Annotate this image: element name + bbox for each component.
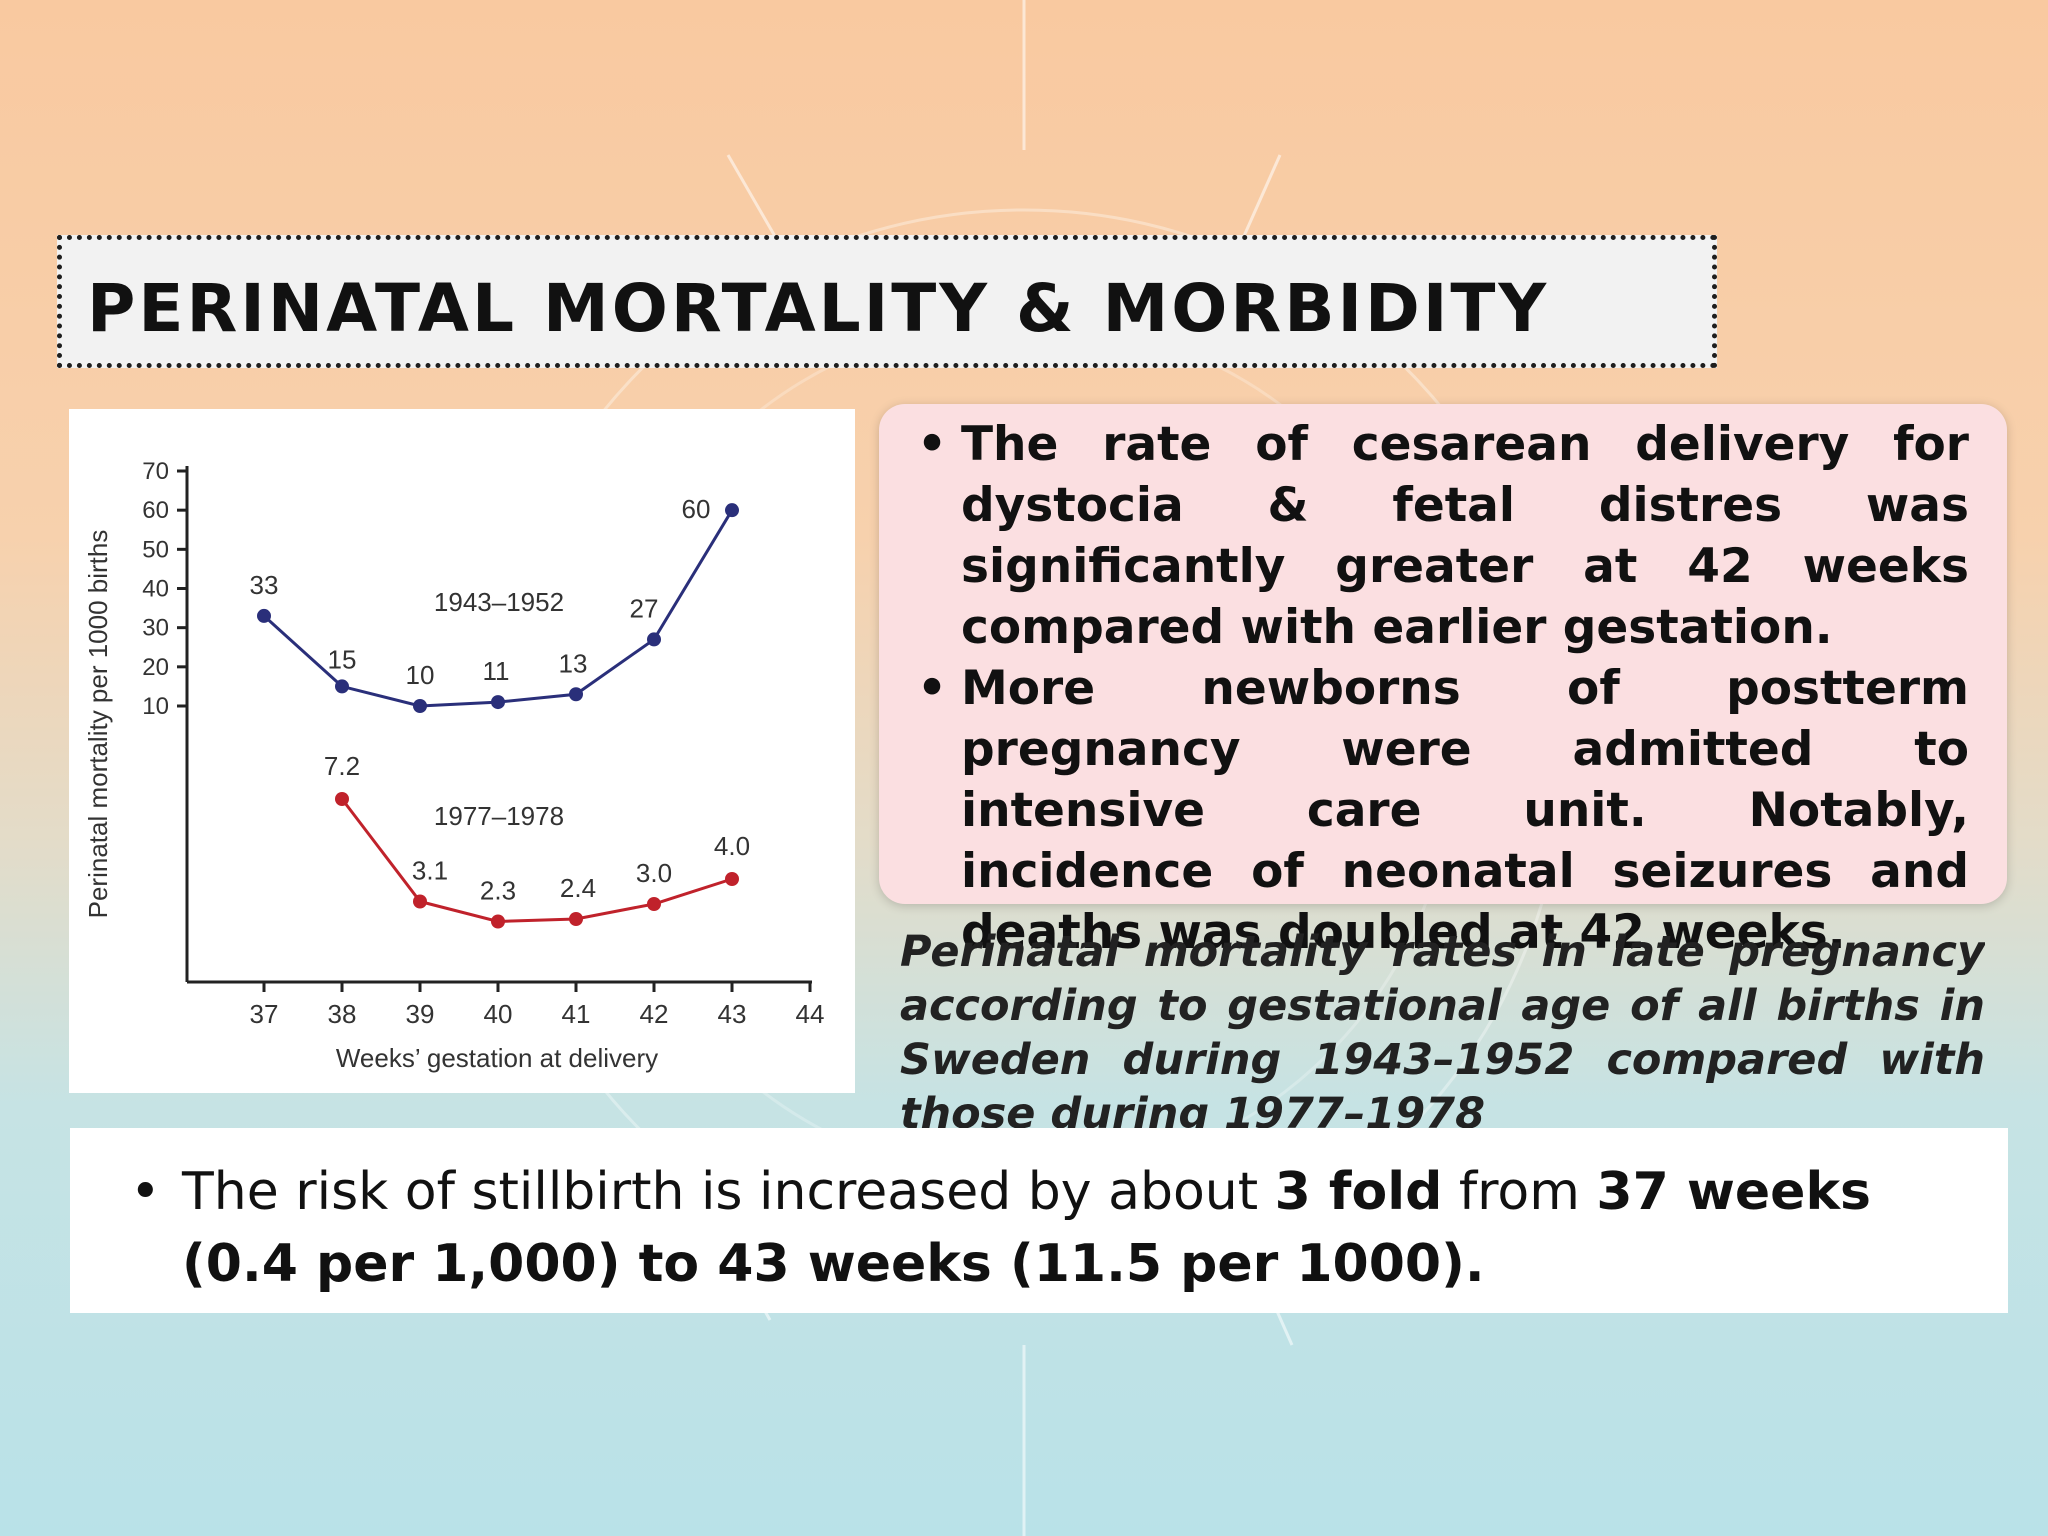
x-tick-label: 37 bbox=[250, 999, 279, 1029]
x-tick-label: 39 bbox=[406, 999, 435, 1029]
data-label: 3.0 bbox=[636, 858, 672, 888]
y-tick-label: 30 bbox=[142, 615, 169, 642]
perinatal-mortality-chart: 10 20 30 40 50 60 70 37 38 39 40 41 42 43 44 Weeks’ ges… bbox=[83, 458, 825, 1073]
segment-from: from bbox=[1442, 1162, 1597, 1222]
data-point bbox=[647, 632, 661, 647]
data-label: 27 bbox=[630, 593, 659, 623]
y-tick-label: 70 bbox=[142, 458, 169, 485]
data-point bbox=[413, 894, 427, 909]
data-label: 60 bbox=[682, 494, 711, 524]
data-point bbox=[725, 503, 739, 518]
series-name-label: 1943–1952 bbox=[434, 587, 564, 617]
data-label: 11 bbox=[483, 656, 510, 686]
segment-fold: 3 fold bbox=[1274, 1162, 1443, 1222]
data-point bbox=[335, 792, 349, 806]
finding-text: The rate of cesarean delivery for dystoc… bbox=[961, 417, 1969, 655]
data-point bbox=[413, 699, 427, 713]
data-point bbox=[257, 608, 271, 623]
y-tick-label: 40 bbox=[142, 576, 169, 603]
x-tick-label: 43 bbox=[718, 999, 747, 1029]
data-label: 13 bbox=[559, 648, 588, 678]
segment-risk-intro: The risk of stillbirth is increased by a… bbox=[182, 1162, 1275, 1222]
figure-caption: Perinatal mortality rates in late pregna… bbox=[900, 927, 1985, 1128]
data-point bbox=[647, 897, 661, 911]
x-tick-label: 40 bbox=[484, 999, 513, 1029]
x-tick-label: 42 bbox=[640, 999, 669, 1029]
series-name-label: 1977–1978 bbox=[434, 801, 564, 831]
data-point bbox=[491, 914, 505, 929]
data-label: 10 bbox=[406, 660, 435, 690]
data-label: 4.0 bbox=[714, 831, 750, 861]
findings-box: • The rate of cesarean delivery for dyst… bbox=[879, 404, 2007, 960]
bullet-glyph: • bbox=[917, 417, 948, 472]
x-tick-label: 38 bbox=[328, 999, 357, 1029]
slide-title: PERINATAL MORTALITY & MORBIDITY bbox=[87, 270, 1550, 347]
data-point bbox=[569, 687, 583, 702]
bullet-glyph: • bbox=[130, 1162, 161, 1222]
data-point bbox=[491, 695, 505, 710]
finding-item-icu: • More newborns of postterm pregnancy we… bbox=[909, 658, 1969, 963]
data-point bbox=[725, 872, 739, 886]
y-tick-label: 10 bbox=[142, 693, 169, 720]
data-label: 3.1 bbox=[412, 856, 448, 886]
stillbirth-risk-bullet: • The risk of stillbirth is increased by… bbox=[110, 1156, 1978, 1300]
data-point bbox=[569, 912, 583, 926]
data-label: 7.2 bbox=[324, 751, 360, 781]
y-tick-label: 60 bbox=[142, 497, 169, 524]
series-line-1 bbox=[340, 798, 733, 924]
y-axis-label: Perinatal mortality per 1000 births bbox=[83, 530, 113, 919]
data-label: 2.3 bbox=[480, 876, 516, 906]
findings-list: • The rate of cesarean delivery for dyst… bbox=[909, 414, 1969, 963]
finding-item-cesarean: • The rate of cesarean delivery for dyst… bbox=[909, 414, 1969, 658]
bullet-glyph: • bbox=[917, 661, 948, 716]
x-tick-label: 41 bbox=[562, 999, 591, 1029]
title-box: PERINATAL MORTALITY & MORBIDITY bbox=[57, 235, 1717, 368]
data-label: 15 bbox=[328, 644, 357, 674]
data-label: 33 bbox=[250, 570, 279, 600]
finding-text: More newborns of postterm pregnancy were… bbox=[961, 661, 1969, 960]
chart-panel: 10 20 30 40 50 60 70 37 38 39 40 41 42 43 44 Weeks’ ges… bbox=[69, 409, 855, 1093]
y-tick-label: 50 bbox=[142, 536, 169, 563]
x-tick-label: 44 bbox=[796, 999, 825, 1029]
data-point bbox=[335, 679, 349, 694]
data-label: 2.4 bbox=[560, 873, 596, 903]
stillbirth-risk-box: • The risk of stillbirth is increased by… bbox=[70, 1128, 2008, 1313]
x-axis-label: Weeks’ gestation at delivery bbox=[336, 1043, 658, 1073]
segment-week-range: 37 weeks (0.4 per 1,000) to 43 weeks (11… bbox=[182, 1162, 1871, 1294]
y-tick-label: 20 bbox=[142, 654, 169, 681]
